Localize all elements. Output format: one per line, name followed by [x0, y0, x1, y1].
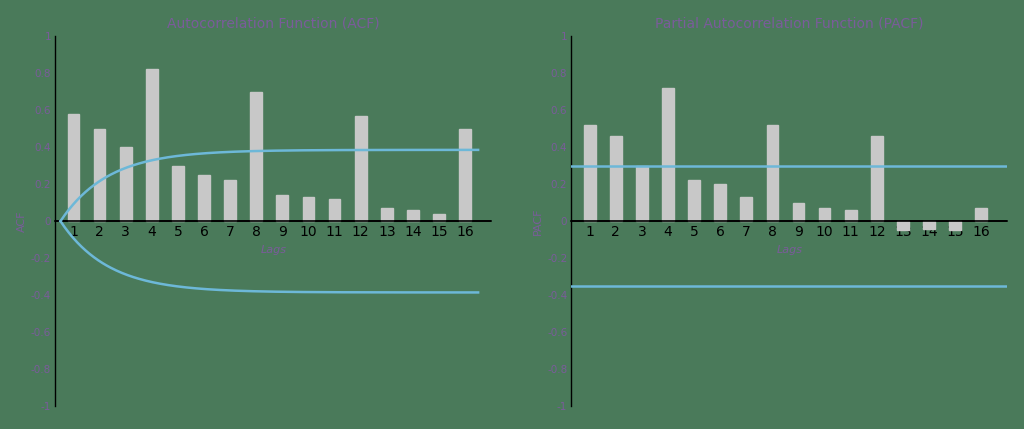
- Bar: [871, 136, 883, 221]
- Bar: [688, 181, 700, 221]
- Bar: [459, 129, 471, 221]
- Bar: [610, 136, 622, 221]
- Bar: [433, 214, 444, 221]
- Bar: [172, 166, 183, 221]
- Bar: [354, 116, 367, 221]
- Bar: [636, 166, 648, 221]
- Bar: [740, 197, 753, 221]
- Bar: [924, 221, 935, 229]
- X-axis label: Lags: Lags: [776, 245, 803, 255]
- Bar: [663, 88, 674, 221]
- Bar: [793, 202, 805, 221]
- Bar: [120, 147, 132, 221]
- Title: Partial Autocorrelation Function (PACF): Partial Autocorrelation Function (PACF): [655, 17, 924, 30]
- Bar: [845, 210, 857, 221]
- Bar: [68, 114, 80, 221]
- Bar: [146, 69, 158, 221]
- Title: Autocorrelation Function (ACF): Autocorrelation Function (ACF): [167, 17, 380, 30]
- X-axis label: Lags: Lags: [260, 245, 287, 255]
- Bar: [715, 184, 726, 221]
- Bar: [381, 208, 392, 221]
- Bar: [767, 125, 778, 221]
- Bar: [251, 91, 262, 221]
- Bar: [975, 208, 987, 221]
- Bar: [94, 129, 105, 221]
- Bar: [407, 210, 419, 221]
- Bar: [199, 175, 210, 221]
- Bar: [897, 221, 908, 230]
- Y-axis label: PACF: PACF: [532, 207, 543, 235]
- Bar: [329, 199, 340, 221]
- Y-axis label: ACF: ACF: [16, 210, 27, 232]
- Bar: [276, 195, 288, 221]
- Bar: [584, 125, 596, 221]
- Bar: [949, 221, 961, 230]
- Bar: [819, 208, 830, 221]
- Bar: [224, 181, 236, 221]
- Bar: [302, 197, 314, 221]
